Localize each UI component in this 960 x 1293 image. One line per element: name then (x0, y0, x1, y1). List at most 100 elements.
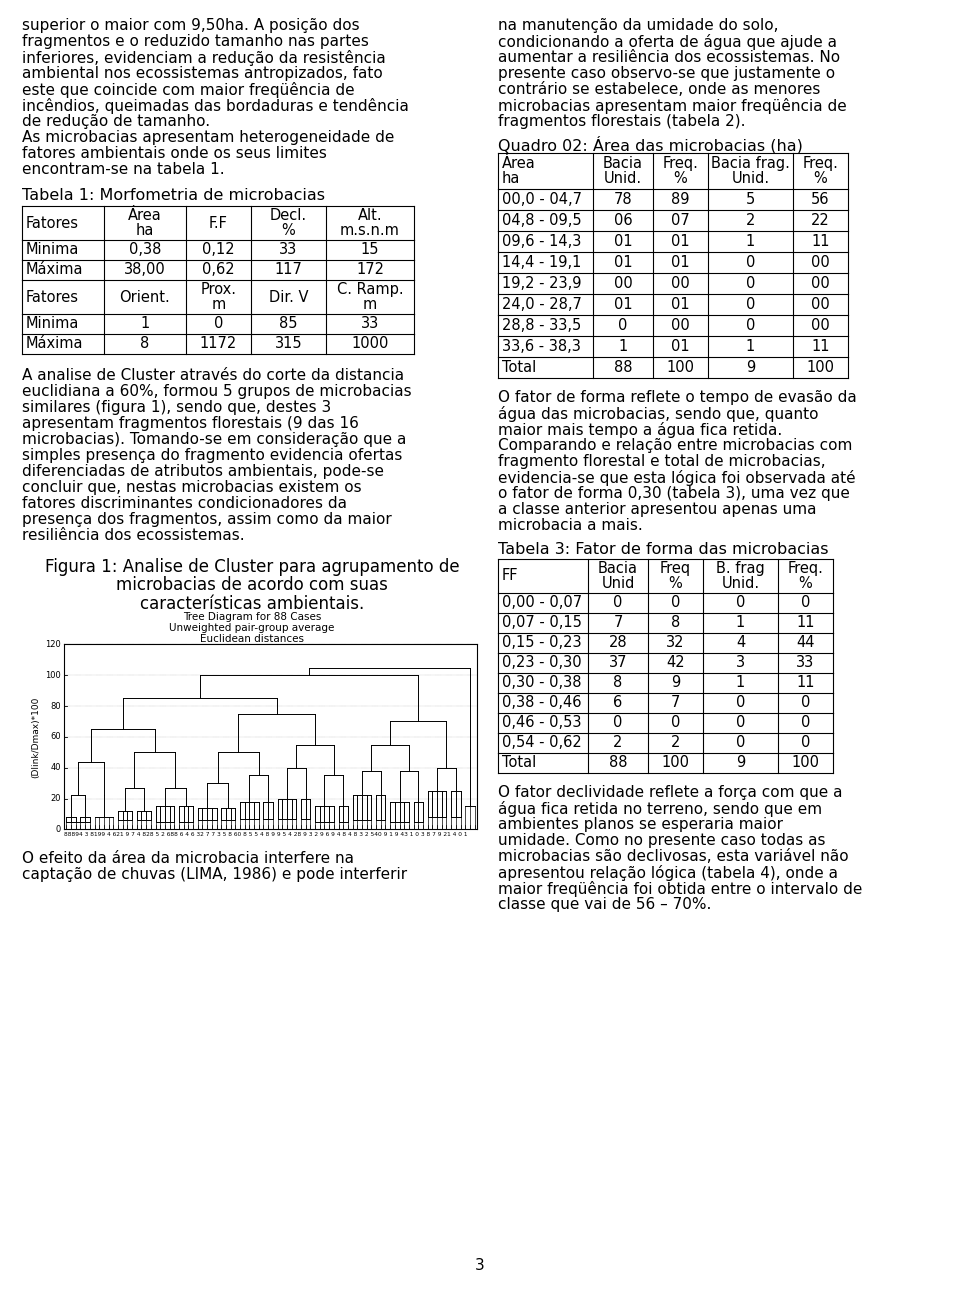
Text: 01: 01 (671, 296, 690, 312)
Text: 01: 01 (671, 255, 690, 270)
Text: 22: 22 (811, 213, 829, 228)
Text: 0: 0 (735, 595, 745, 610)
Text: Fatores: Fatores (26, 290, 79, 304)
Text: 0: 0 (671, 715, 681, 731)
Text: 00: 00 (811, 255, 829, 270)
Text: 11: 11 (811, 234, 829, 248)
Text: %: % (674, 171, 687, 186)
Text: fragmentos florestais (tabela 2).: fragmentos florestais (tabela 2). (498, 114, 746, 129)
Text: Comparando e relação entre microbacias com: Comparando e relação entre microbacias c… (498, 438, 852, 453)
Text: fragmento florestal e total de microbacias,: fragmento florestal e total de microbaci… (498, 454, 826, 468)
Text: na manutenção da umidade do solo,: na manutenção da umidade do solo, (498, 18, 779, 34)
Text: 19,2 - 23,9: 19,2 - 23,9 (502, 275, 582, 291)
Text: 38,00: 38,00 (124, 262, 166, 278)
Text: encontram-se na tabela 1.: encontram-se na tabela 1. (22, 162, 225, 177)
Text: Freq.: Freq. (803, 156, 838, 171)
Text: a classe anterior apresentou apenas uma: a classe anterior apresentou apenas uma (498, 502, 817, 517)
Text: %: % (281, 222, 296, 238)
Text: euclidiana a 60%, formou 5 grupos de microbacias: euclidiana a 60%, formou 5 grupos de mic… (22, 384, 412, 400)
Text: 0,12: 0,12 (203, 243, 235, 257)
Text: microbacias de acordo com suas: microbacias de acordo com suas (116, 577, 388, 595)
Text: Freq.: Freq. (662, 156, 699, 171)
Text: A analise de Cluster através do corte da distancia: A analise de Cluster através do corte da… (22, 369, 404, 383)
Text: 28: 28 (609, 635, 627, 650)
Text: 0: 0 (613, 715, 623, 731)
Text: 0: 0 (746, 296, 756, 312)
Text: 9: 9 (671, 675, 680, 690)
Text: O efeito da área da microbacia interfere na: O efeito da área da microbacia interfere… (22, 851, 354, 866)
Text: 6: 6 (613, 696, 623, 710)
Text: 0: 0 (56, 825, 61, 834)
Text: 0,00 - 0,07: 0,00 - 0,07 (502, 595, 582, 610)
Text: %: % (814, 171, 828, 186)
Text: O fator de forma reflete o tempo de evasão da: O fator de forma reflete o tempo de evas… (498, 389, 856, 405)
Text: 0: 0 (214, 317, 223, 331)
Text: ambiental nos ecossistemas antropizados, fato: ambiental nos ecossistemas antropizados,… (22, 66, 383, 81)
Text: 1: 1 (746, 339, 756, 354)
Text: 42: 42 (666, 656, 684, 670)
Text: 3: 3 (475, 1258, 485, 1274)
Text: 2: 2 (613, 736, 623, 750)
Text: 0,38: 0,38 (129, 243, 161, 257)
Text: 8: 8 (671, 615, 680, 630)
Text: FF: FF (502, 568, 518, 583)
Text: diferenciadas de atributos ambientais, pode-se: diferenciadas de atributos ambientais, p… (22, 464, 384, 478)
Text: simples presença do fragmento evidencia ofertas: simples presença do fragmento evidencia … (22, 447, 402, 463)
Text: Área: Área (502, 156, 536, 171)
Text: umidade. Como no presente caso todas as: umidade. Como no presente caso todas as (498, 833, 826, 848)
Text: presença dos fragmentos, assim como da maior: presença dos fragmentos, assim como da m… (22, 512, 392, 528)
Text: 33: 33 (797, 656, 815, 670)
Text: 315: 315 (275, 336, 302, 352)
Text: %: % (668, 575, 683, 591)
Text: 00: 00 (671, 275, 690, 291)
Text: contrário se estabelece, onde as menores: contrário se estabelece, onde as menores (498, 81, 821, 97)
Text: o fator de forma 0,30 (tabela 3), uma vez que: o fator de forma 0,30 (tabela 3), uma ve… (498, 486, 850, 500)
Text: 0,07 - 0,15: 0,07 - 0,15 (502, 615, 582, 630)
Text: inferiores, evidenciam a redução da resistência: inferiores, evidenciam a redução da resi… (22, 50, 386, 66)
Text: Unid.: Unid. (604, 171, 642, 186)
Text: classe que vai de 56 – 70%.: classe que vai de 56 – 70%. (498, 897, 711, 912)
Text: Tree Diagram for 88 Cases: Tree Diagram for 88 Cases (182, 613, 322, 622)
Text: Máxima: Máxima (26, 336, 84, 352)
Text: 88: 88 (613, 359, 633, 375)
Text: 89: 89 (671, 191, 689, 207)
Text: 0: 0 (801, 595, 810, 610)
Text: 1: 1 (746, 234, 756, 248)
Text: apresentou relação lógica (tabela 4), onde a: apresentou relação lógica (tabela 4), on… (498, 865, 838, 881)
Text: ambientes planos se esperaria maior: ambientes planos se esperaria maior (498, 817, 783, 831)
Text: Tabela 1: Morfometria de microbacias: Tabela 1: Morfometria de microbacias (22, 187, 325, 203)
Text: Figura 1: Analise de Cluster para agrupamento de: Figura 1: Analise de Cluster para agrupa… (45, 559, 459, 575)
Text: ha: ha (135, 222, 155, 238)
Text: 0: 0 (746, 318, 756, 332)
Text: 01: 01 (671, 339, 690, 354)
Text: 9: 9 (746, 359, 756, 375)
Text: 0: 0 (801, 715, 810, 731)
Text: 88894 3 8199 4 621 9 7 4 828 5 2 688 6 4 6 32 7 7 3 5 8 60 8 5 5 4 8 9 9 5 4 28 : 88894 3 8199 4 621 9 7 4 828 5 2 688 6 4… (64, 833, 468, 838)
Text: fatores discriminantes condicionadores da: fatores discriminantes condicionadores d… (22, 497, 347, 511)
Text: %: % (799, 575, 812, 591)
Text: 120: 120 (45, 640, 61, 649)
Text: 8: 8 (140, 336, 150, 352)
Text: Unweighted pair-group average: Unweighted pair-group average (169, 623, 335, 634)
Text: 00: 00 (811, 318, 829, 332)
Text: C. Ramp.: C. Ramp. (337, 282, 403, 297)
Text: 88: 88 (609, 755, 627, 771)
Text: 2: 2 (671, 736, 681, 750)
Text: Orient.: Orient. (120, 290, 170, 304)
Text: 1000: 1000 (351, 336, 389, 352)
Text: 0: 0 (671, 595, 681, 610)
Text: 2: 2 (746, 213, 756, 228)
Text: 33: 33 (279, 243, 298, 257)
Text: 1: 1 (736, 675, 745, 690)
Text: 1: 1 (618, 339, 628, 354)
Text: este que coincide com maior freqüência de: este que coincide com maior freqüência d… (22, 81, 354, 98)
Text: similares (figura 1), sendo que, destes 3: similares (figura 1), sendo que, destes … (22, 400, 331, 415)
Text: m: m (211, 297, 226, 312)
Text: Decl.: Decl. (270, 208, 307, 224)
Text: Minima: Minima (26, 317, 80, 331)
Text: maior freqüência foi obtida entre o intervalo de: maior freqüência foi obtida entre o inte… (498, 881, 862, 897)
Text: 37: 37 (609, 656, 627, 670)
Text: 4: 4 (736, 635, 745, 650)
Text: 01: 01 (671, 234, 690, 248)
Text: Bacia: Bacia (598, 561, 638, 575)
